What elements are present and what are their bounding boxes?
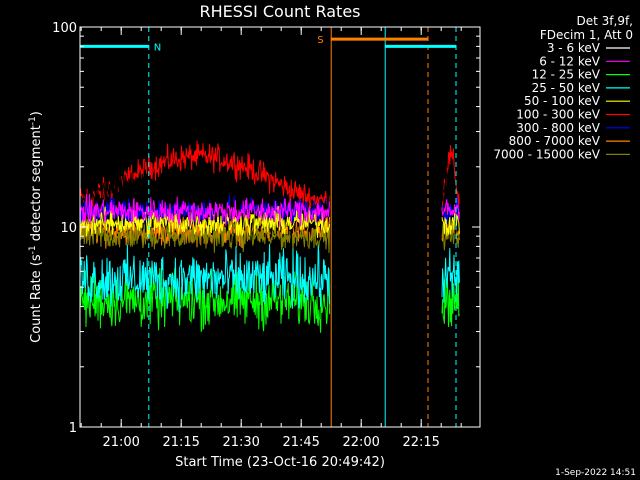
generated-timestamp: 1-Sep-2022 14:51 [555,468,636,478]
orbit-bar-label: S [317,35,323,46]
chart-title: RHESSI Count Rates [200,2,361,21]
count-rate-trace [441,199,460,221]
legend-label: 25 - 50 keV [532,81,601,95]
orbit-bars: NS [80,35,456,53]
count-rate-trace [441,211,460,236]
orbit-bar-label: N [154,42,161,53]
legend-label: 100 - 300 keV [516,108,600,122]
x-tick-label: 22:15 [402,435,439,450]
legend-label: 12 - 25 keV [532,68,601,82]
legend-header-line: Det 3f,9f, [577,14,634,28]
count-rate-trace [79,205,331,238]
count-rate-trace [79,193,331,227]
count-rate-trace [79,243,331,313]
legend-label: 800 - 7000 keV [509,134,601,148]
y-axis-label-superscript: -1 [28,245,38,254]
legend-label: 7000 - 15000 keV [493,147,600,161]
legend-label: 6 - 12 keV [539,54,601,68]
x-tick-label: 22:00 [342,435,379,450]
x-tick-label: 21:15 [162,435,199,450]
x-tick-label: 21:00 [102,435,139,450]
y-tick-label: 100 [52,21,77,36]
legend-header-line: FDecim 1, Att 0 [540,28,633,42]
count-rate-trace [79,267,331,333]
y-axis-label-part: ) [29,111,44,116]
x-tick-label: 21:45 [282,435,319,450]
x-axis-label: Start Time (23-Oct-16 20:49:42) [175,455,385,470]
y-tick-label: 10 [60,221,77,236]
y-axis-label-superscript: -1 [28,116,38,125]
y-tick-label: 1 [69,421,77,436]
y-axis-label-part: detector segment [29,125,44,245]
y-axis-label: Count Rate (s-1 detector segment-1) [28,111,44,343]
legend-label: 300 - 800 keV [516,121,600,135]
legend-label: 3 - 6 keV [547,41,601,55]
legend-label: 50 - 100 keV [524,94,601,108]
axis-ticks: 21:00 21:15 21:30 21:45 22:00 22:15 1 10 100 [52,21,480,450]
y-axis-label-part: Count Rate (s [29,254,44,343]
series-layer [79,140,460,333]
x-tick-label: 21:30 [222,435,259,450]
